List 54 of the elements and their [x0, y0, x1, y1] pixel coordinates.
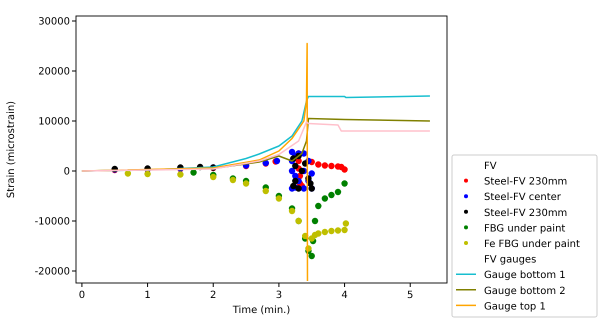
point: [276, 195, 282, 202]
legend-label: Gauge bottom 2: [484, 286, 566, 297]
point: [322, 195, 328, 202]
y-tick-label: 10000: [38, 116, 70, 128]
point: [315, 202, 322, 210]
point: [177, 171, 184, 178]
point: [328, 192, 335, 198]
point: [315, 230, 322, 237]
x-tick-label: 4: [341, 290, 348, 301]
point: [341, 226, 348, 234]
point: [341, 180, 348, 187]
y-axis-title: Strain (microstrain): [6, 100, 17, 198]
point: [328, 162, 335, 170]
x-tick-label: 0: [78, 290, 86, 301]
point: [295, 185, 302, 192]
point: [322, 162, 328, 169]
point: [288, 168, 296, 174]
legend-label: FBG under paint: [484, 223, 566, 234]
point: [322, 228, 328, 236]
legend-label: Steel-FV 230mm: [484, 176, 568, 188]
y-tick-label: -10000: [34, 216, 70, 228]
legend-label: Gauge top 1: [484, 301, 546, 312]
legend-label: Steel-FV 230mm: [484, 208, 568, 219]
point: [308, 170, 315, 177]
legend-label: Steel-FV center: [484, 192, 562, 204]
point: [262, 188, 269, 194]
point: [292, 178, 299, 184]
point: [315, 161, 322, 168]
legend-label: Fe FBG under paint: [484, 239, 580, 250]
x-tick-label: 1: [144, 290, 151, 301]
point: [190, 169, 197, 176]
x-tick-label: 5: [407, 290, 414, 301]
text: FV: [484, 161, 497, 172]
point: [341, 166, 348, 173]
point: [144, 170, 151, 178]
point: [242, 180, 250, 187]
point: [334, 188, 342, 196]
point: [124, 170, 132, 177]
text: FV gauges: [484, 254, 536, 266]
point: [292, 162, 299, 170]
point: [342, 220, 350, 227]
x-axis-title: Time (min.): [232, 305, 290, 316]
x-tick-label: 3: [276, 290, 282, 301]
y-tick-label: -20000: [34, 266, 70, 278]
point: [312, 218, 318, 224]
point: [328, 228, 335, 234]
legend-label: Gauge bottom 1: [484, 270, 566, 282]
y-tick-label: 20000: [38, 66, 70, 78]
y-tick-label: 30000: [38, 16, 70, 28]
point: [308, 252, 315, 260]
x-tick-label: 2: [210, 290, 216, 301]
y-tick-label: 0: [64, 166, 70, 178]
point: [334, 227, 342, 234]
point: [288, 208, 296, 214]
